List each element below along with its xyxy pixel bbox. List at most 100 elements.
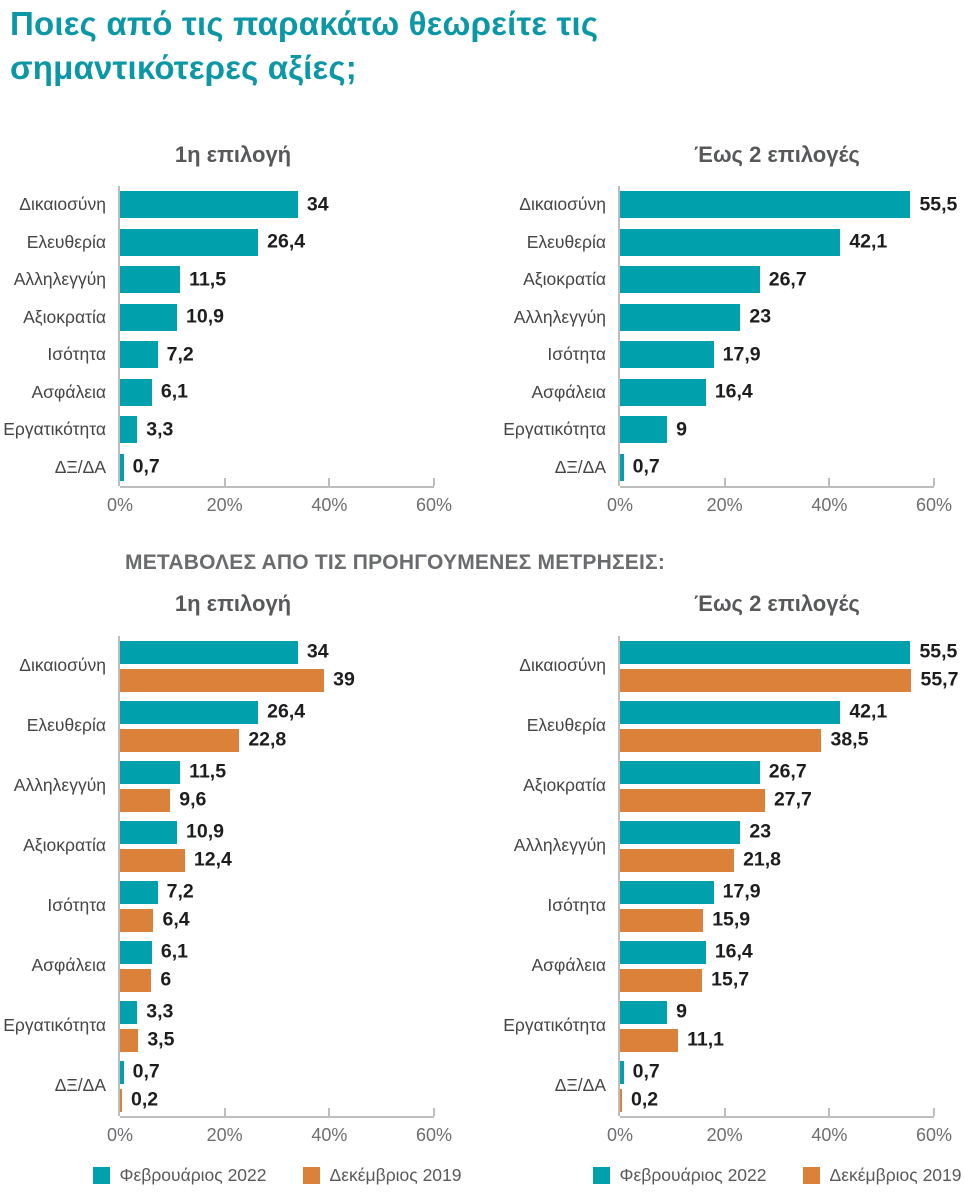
bar-orange: 6,4 — [120, 908, 190, 932]
x-tick-label: 0% — [106, 1125, 134, 1145]
legend-swatch-orange — [802, 1167, 820, 1184]
bar-teal: 16,4 — [620, 940, 753, 964]
x-tick-label: 40% — [811, 495, 848, 515]
bar-teal: 10,9 — [120, 303, 224, 331]
chart-row: Ελευθερία 42,1 — [482, 224, 964, 262]
bar-value-label: 3,3 — [146, 1000, 174, 1023]
bar-track: 55,5 — [620, 186, 957, 224]
bar-value-label: 26,7 — [768, 268, 807, 291]
category-label: ΔΞ/ΔΑ — [54, 1075, 106, 1096]
chart-row: Εργατικότητα 9 11,1 — [482, 996, 964, 1056]
category-label: Ελευθερία — [526, 231, 606, 252]
chart-row: Δικαιοσύνη 34 — [0, 186, 482, 224]
x-tick-label: 20% — [706, 1125, 743, 1145]
page-title-line-1: Ποιες από τις παρακάτω θεωρείτε τις — [10, 5, 599, 42]
bar-teal: 26,4 — [120, 700, 305, 724]
bar-orange: 11,1 — [620, 1028, 724, 1052]
legend-label: Δεκέμβριος 2019 — [329, 1165, 462, 1185]
chart-row: Δικαιοσύνη 55,5 — [482, 186, 964, 224]
bar-track: 26,7 27,7 — [620, 756, 934, 816]
bar-teal: 10,9 — [120, 820, 224, 844]
plot-area: Δικαιοσύνη 34 39 Ελευθερία 26,4 22,8 Αλληλεγγύ… — [0, 636, 482, 1116]
bar-teal: 11,5 — [120, 760, 226, 784]
legend: Φεβρουάριος 2022 Δεκέμβριος 2019 — [592, 1165, 962, 1186]
bar-orange: 39 — [120, 668, 355, 692]
bar-value-label: 15,7 — [711, 968, 750, 991]
bar-value-label: 3,3 — [146, 418, 174, 441]
x-tick-label: 40% — [311, 495, 348, 515]
bar-track: 34 — [120, 186, 434, 224]
bar-teal: 7,2 — [120, 341, 194, 369]
chart-row: Αξιοκρατία 26,7 — [482, 261, 964, 299]
bar-track: 10,9 — [120, 299, 434, 337]
bar-value-label: 0,7 — [632, 1060, 660, 1083]
x-tick-label: 0% — [606, 495, 634, 515]
legend-item: Δεκέμβριος 2019 — [302, 1165, 462, 1186]
legend-item: Φεβρουάριος 2022 — [92, 1165, 267, 1186]
category-label: Εργατικότητα — [503, 1015, 606, 1036]
bar-teal: 26,4 — [120, 228, 305, 256]
bar-track: 16,4 15,7 — [620, 936, 934, 996]
bar-track: 26,4 22,8 — [120, 696, 434, 756]
chart-row: Εργατικότητα 3,3 3,5 — [0, 996, 482, 1056]
bar-teal: 16,4 — [620, 378, 753, 406]
category-label: Αξιοκρατία — [23, 835, 106, 856]
chart-row: Δικαιοσύνη 34 39 — [0, 636, 482, 696]
bar-value-label: 15,9 — [712, 908, 751, 931]
bar-teal: 11,5 — [120, 266, 226, 294]
bar-teal: 34 — [120, 191, 329, 219]
bar-teal: 42,1 — [620, 228, 887, 256]
x-tick-mark — [933, 478, 935, 486]
bar-value-label: 23 — [749, 305, 772, 328]
bar-teal: 9 — [620, 1000, 687, 1024]
bar-value-label: 22,8 — [248, 728, 287, 751]
bar-orange: 15,7 — [620, 968, 749, 992]
bar-value-label: 26,4 — [267, 230, 306, 253]
chart-two-choices-current: Έως 2 επιλογές Δικαιοσύνη 55,5 Ελευθερία 42,… — [482, 140, 964, 522]
bar-value-label: 6,1 — [160, 380, 189, 403]
category-label: Ασφάλεια — [531, 955, 607, 976]
bar-value-label: 6,4 — [162, 908, 190, 931]
bar-value-label: 6 — [160, 968, 172, 991]
x-tick-label: 0% — [606, 1125, 634, 1145]
x-axis: 0% 20% 40% 60% — [607, 478, 952, 522]
bar-value-label: 0,2 — [131, 1088, 159, 1111]
bar-value-label: 55,5 — [919, 640, 958, 663]
bar-teal: 34 — [120, 640, 329, 664]
chart-row: Ισότητα 7,2 — [0, 336, 482, 374]
x-tick-label: 20% — [206, 495, 243, 515]
bar-orange: 0,2 — [620, 1088, 658, 1112]
x-tick-mark — [223, 1108, 226, 1116]
y-axis-line — [118, 636, 120, 1116]
chart-row: Δικαιοσύνη 55,5 55,7 — [482, 636, 964, 696]
bar-track: 23 — [620, 299, 934, 337]
x-axis: 0% 20% 40% 60% — [107, 478, 452, 522]
bar-teal: 55,5 — [620, 640, 957, 664]
category-label: Ασφάλεια — [31, 955, 107, 976]
x-tick-mark — [328, 1108, 331, 1116]
bar-teal: 17,9 — [620, 341, 761, 369]
chart-row: Αλληλεγγύη 11,5 — [0, 261, 482, 299]
bar-value-label: 10,9 — [186, 820, 224, 843]
bar-teal: 23 — [620, 820, 771, 844]
legend-item: Δεκέμβριος 2019 — [802, 1165, 962, 1186]
bar-orange: 38,5 — [620, 728, 868, 752]
chart-row: Ασφάλεια 16,4 15,7 — [482, 936, 964, 996]
bar-orange: 3,5 — [120, 1028, 174, 1052]
bar-track: 7,2 6,4 — [120, 876, 434, 936]
category-label: Δικαιοσύνη — [519, 194, 606, 215]
bar-value-label: 39 — [333, 668, 355, 691]
bar-value-label: 38,5 — [830, 728, 869, 751]
bar-track: 6,1 6 — [120, 936, 434, 996]
category-label: Αξιοκρατία — [523, 775, 606, 796]
bar-teal: 42,1 — [620, 700, 887, 724]
category-label: Ισότητα — [47, 344, 106, 365]
category-label: Δικαιοσύνη — [19, 194, 106, 215]
plot-area: Δικαιοσύνη 55,5 Ελευθερία 42,1 Αξιοκρατία 26,… — [482, 186, 964, 486]
x-tick-label: 20% — [206, 1125, 243, 1145]
bar-value-label: 10,9 — [186, 305, 224, 328]
bar-teal: 6,1 — [120, 378, 188, 406]
bar-track: 23 21,8 — [620, 816, 934, 876]
bar-teal: 0,7 — [120, 453, 160, 481]
